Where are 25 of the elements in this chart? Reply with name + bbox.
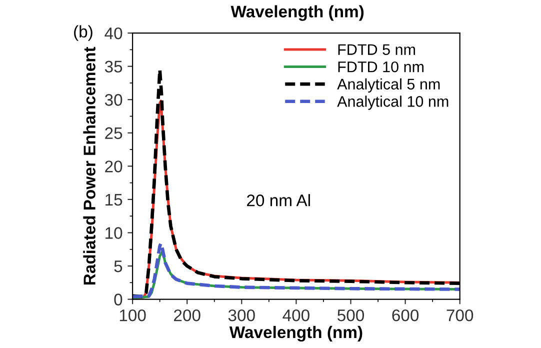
text: (b) <box>74 25 92 41</box>
x-tick-label: 600 <box>392 309 419 322</box>
x-tick-label: 300 <box>228 309 255 322</box>
y-tick-label: 30 <box>104 94 122 106</box>
x-tick-label: 400 <box>282 309 310 322</box>
x-tick-label: 200 <box>174 309 200 322</box>
legend-label: FDTD 10 nm <box>338 61 424 72</box>
x-tick-label: 700 <box>446 309 474 322</box>
y-tick-label: 0 <box>114 294 122 306</box>
y-tick-label: 35 <box>104 60 122 73</box>
legend-label: FDTD 5 nm <box>338 44 415 55</box>
legend-label: Analytical 5 nm <box>337 78 440 93</box>
annotation: 20 nm Al <box>247 194 310 206</box>
y-tick-label: 10 <box>106 227 122 239</box>
y-tick-label: 25 <box>105 127 122 140</box>
y-tick-label: 20 <box>105 160 122 172</box>
x-axis-title: Wavelength (nm) <box>229 326 362 342</box>
y-tick-label: 5 <box>114 260 122 272</box>
x-tick-label: 500 <box>338 309 364 322</box>
y-axis-title: Radiated Power Enhancement <box>83 46 96 285</box>
text: Wavelength (nm) <box>230 5 364 21</box>
x-tick-label: 100 <box>120 309 146 322</box>
y-tick-label: 40 <box>104 27 122 40</box>
y-tick-label: 15 <box>106 194 122 206</box>
legend-label: Analytical 10 nm <box>337 96 448 110</box>
